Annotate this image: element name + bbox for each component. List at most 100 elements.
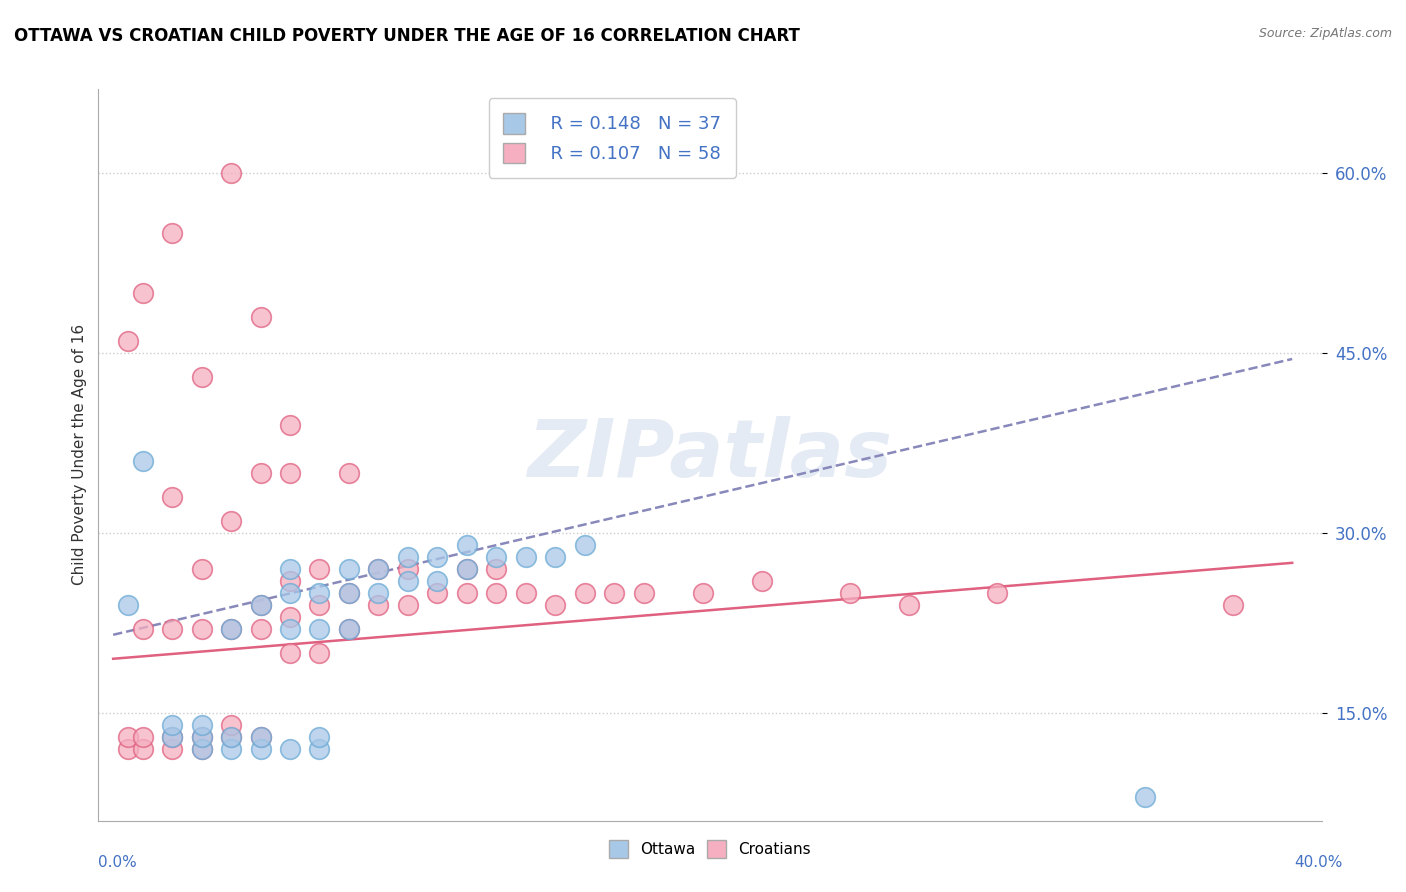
Point [308,598,330,612]
Point [337,466,360,480]
Point [117,598,139,612]
Point [337,562,360,576]
Point [190,741,212,756]
Point [190,730,212,744]
Point [485,562,508,576]
Point [544,598,567,612]
Point [456,562,478,576]
Point [160,730,183,744]
Point [337,622,360,636]
Point [986,586,1008,600]
Point [249,598,271,612]
Point [219,622,242,636]
Text: 0.0%: 0.0% [98,855,138,870]
Point [426,586,449,600]
Point [308,586,330,600]
Point [219,730,242,744]
Point [278,417,301,432]
Point [574,538,596,552]
Point [190,370,212,384]
Point [160,490,183,504]
Point [249,466,271,480]
Point [117,730,139,744]
Text: 40.0%: 40.0% [1295,855,1343,870]
Point [396,574,419,588]
Point [117,741,139,756]
Point [249,730,271,744]
Point [692,586,714,600]
Point [249,622,271,636]
Point [396,562,419,576]
Point [190,741,212,756]
Point [426,549,449,564]
Point [249,310,271,324]
Point [190,622,212,636]
Point [337,586,360,600]
Point [308,562,330,576]
Point [839,586,862,600]
Point [160,622,183,636]
Point [337,586,360,600]
Point [278,609,301,624]
Point [367,586,389,600]
Point [278,574,301,588]
Text: OTTAWA VS CROATIAN CHILD POVERTY UNDER THE AGE OF 16 CORRELATION CHART: OTTAWA VS CROATIAN CHILD POVERTY UNDER T… [14,27,800,45]
Text: ZIPatlas: ZIPatlas [527,416,893,494]
Point [456,562,478,576]
Y-axis label: Child Poverty Under the Age of 16: Child Poverty Under the Age of 16 [72,325,87,585]
Point [308,622,330,636]
Point [898,598,921,612]
Point [278,586,301,600]
Point [574,586,596,600]
Point [278,466,301,480]
Point [219,166,242,180]
Point [1133,789,1156,804]
Legend: Ottawa, Croatians: Ottawa, Croatians [603,834,817,864]
Point [456,586,478,600]
Point [219,717,242,731]
Point [515,549,537,564]
Point [367,562,389,576]
Point [219,622,242,636]
Point [160,730,183,744]
Point [515,586,537,600]
Point [131,286,153,301]
Point [367,598,389,612]
Point [308,646,330,660]
Point [278,562,301,576]
Point [249,730,271,744]
Point [249,598,271,612]
Point [337,622,360,636]
Point [160,226,183,240]
Point [160,717,183,731]
Point [131,741,153,756]
Point [1222,598,1244,612]
Point [131,730,153,744]
Point [131,622,153,636]
Point [278,741,301,756]
Point [603,586,626,600]
Point [751,574,773,588]
Point [278,646,301,660]
Point [367,562,389,576]
Point [544,549,567,564]
Point [485,549,508,564]
Point [308,730,330,744]
Point [396,598,419,612]
Point [219,730,242,744]
Point [160,741,183,756]
Point [249,741,271,756]
Point [396,549,419,564]
Point [456,538,478,552]
Point [131,454,153,468]
Point [485,586,508,600]
Point [633,586,655,600]
Point [190,562,212,576]
Point [278,622,301,636]
Point [117,334,139,348]
Point [308,741,330,756]
Point [219,741,242,756]
Point [426,574,449,588]
Point [190,730,212,744]
Text: Source: ZipAtlas.com: Source: ZipAtlas.com [1258,27,1392,40]
